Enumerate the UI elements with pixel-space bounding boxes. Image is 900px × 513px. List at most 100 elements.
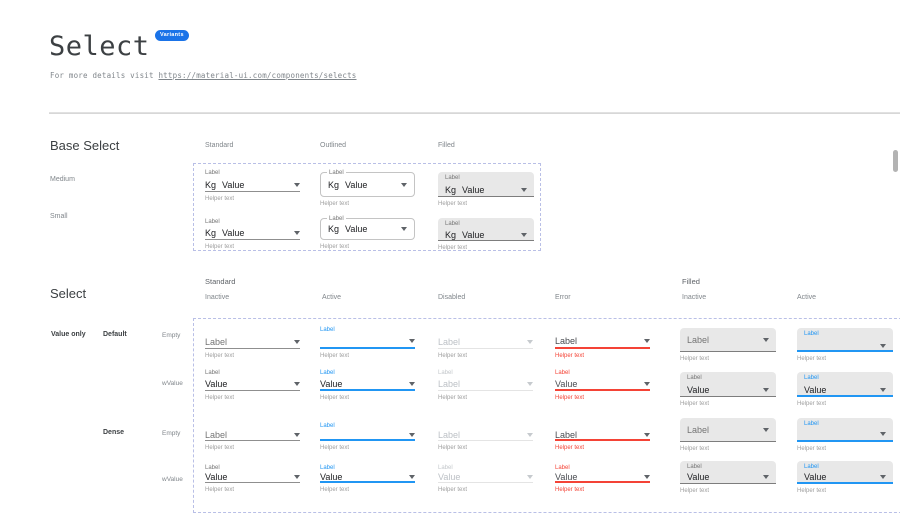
select-label: Label	[320, 370, 335, 376]
select-label: Label	[205, 465, 220, 471]
select-field[interactable]: Label Kg Value	[438, 172, 534, 197]
select-field[interactable]: Value	[205, 378, 300, 391]
select-field[interactable]: Value	[555, 378, 650, 391]
select-field[interactable]: Value	[438, 472, 533, 483]
select-field[interactable]: Label Value	[680, 372, 776, 397]
select-placeholder: Label	[687, 424, 710, 435]
select-default-empty-active: Label Helper text	[320, 326, 415, 359]
select-field[interactable]: Label Kg Value	[438, 218, 534, 241]
select-field[interactable]	[320, 430, 415, 441]
docs-link[interactable]: https://material-ui.com/components/selec…	[158, 71, 357, 80]
select-adornment: Kg	[205, 179, 217, 190]
helper-text: Helper text	[797, 356, 827, 362]
select-heading: Select	[50, 286, 87, 301]
select-value: Value	[222, 228, 245, 238]
select-field[interactable]: Label	[797, 328, 893, 352]
select-label: Label	[320, 327, 335, 333]
select-field[interactable]: Kg Value	[205, 227, 300, 240]
select-field[interactable]: Value	[320, 472, 415, 483]
select-field[interactable]: Value	[320, 378, 415, 391]
dropdown-arrow-icon	[763, 337, 769, 342]
select-field[interactable]: Label Kg Value	[320, 215, 415, 240]
variants-badge: Variants	[155, 30, 189, 41]
select-field[interactable]: Label	[555, 335, 650, 349]
dropdown-arrow-icon	[409, 474, 415, 479]
row-label-wvalue-default: wValue	[162, 380, 183, 387]
select-label: Label	[445, 221, 460, 227]
select-field[interactable]: Label Value	[797, 461, 893, 484]
select-field[interactable]: Value	[555, 472, 650, 483]
helper-text: Helper text	[555, 487, 585, 493]
row-label-default: Default	[103, 331, 127, 338]
select-label: Label	[555, 370, 570, 376]
select-placeholder: Label	[438, 430, 461, 440]
dropdown-arrow-icon	[763, 475, 769, 479]
select-filled-default-wvalue-inactive: Label Value Helper text	[680, 372, 776, 407]
select-field[interactable]: Value	[205, 472, 300, 483]
col-header-filled: Filled	[438, 142, 455, 149]
select-label: Label	[327, 215, 346, 223]
details-line: For more details visit https://material-…	[50, 71, 357, 80]
select-placeholder: Label	[555, 336, 578, 346]
select-field[interactable]: Label	[680, 418, 776, 442]
dropdown-arrow-icon	[401, 227, 407, 231]
select-field[interactable]	[320, 335, 415, 349]
select-field[interactable]: Label	[205, 335, 300, 349]
select-default-empty-inactive: Label Helper text	[205, 326, 300, 359]
select-filled-dense-wvalue-inactive: Label Value Helper text	[680, 461, 776, 494]
select-value: Value	[205, 472, 228, 482]
select-placeholder: Label	[205, 430, 228, 440]
state-header-filled-active: Active	[797, 294, 817, 301]
dropdown-arrow-icon	[763, 427, 769, 432]
helper-text: Helper text	[438, 201, 468, 207]
helper-text: Helper text	[320, 395, 350, 401]
select-dense-empty-disabled: Label Helper text	[438, 422, 533, 451]
select-placeholder: Label	[555, 429, 578, 440]
dropdown-arrow-icon	[880, 432, 886, 436]
select-field[interactable]: Label	[438, 335, 533, 349]
select-label: Label	[320, 465, 335, 471]
dropdown-arrow-icon	[294, 475, 300, 479]
helper-text: Helper text	[320, 353, 350, 359]
state-header-error: Error	[555, 294, 571, 301]
select-value: Value	[555, 378, 578, 389]
select-filled-dense-empty-active: Label Helper text	[797, 418, 893, 452]
select-field[interactable]: Label	[555, 430, 650, 441]
select-label: Label	[320, 423, 335, 429]
select-value: Value	[222, 179, 245, 190]
row-label-empty-default: Empty	[162, 332, 181, 339]
select-label: Label	[804, 375, 819, 381]
base-filled-medium-select: Label Kg Value Helper text	[438, 172, 534, 207]
select-value: Value	[804, 384, 827, 395]
dropdown-arrow-icon	[527, 382, 533, 386]
helper-text: Helper text	[438, 395, 468, 401]
select-field[interactable]: Kg Value	[205, 178, 300, 192]
dropdown-arrow-icon	[644, 381, 650, 386]
helper-text: Helper text	[797, 401, 827, 407]
base-select-heading: Base Select	[50, 138, 120, 153]
select-field[interactable]: Label	[438, 378, 533, 391]
group-header-standard: Standard	[205, 277, 236, 286]
dropdown-arrow-icon	[409, 381, 415, 386]
select-field[interactable]: Label Value	[680, 461, 776, 484]
select-field[interactable]: Label Kg Value	[320, 169, 415, 197]
select-field[interactable]: Label	[680, 328, 776, 352]
row-label-wvalue-dense: wValue	[162, 476, 183, 483]
dropdown-arrow-icon	[763, 387, 769, 392]
select-label: Label	[438, 465, 453, 471]
row-label-value-only: Value only	[51, 331, 86, 338]
base-select-dashed-container	[193, 163, 541, 251]
select-field[interactable]: Label	[438, 430, 533, 441]
vertical-scrollbar-thumb[interactable]	[893, 150, 898, 172]
select-value: Value	[555, 471, 578, 482]
select-field[interactable]: Label Value	[797, 372, 893, 397]
dropdown-arrow-icon	[527, 339, 533, 344]
select-filled-default-empty-active: Label Helper text	[797, 328, 893, 362]
select-dense-wvalue-error: Label Value Helper text	[555, 464, 650, 493]
select-field[interactable]: Label	[797, 418, 893, 442]
select-dense-empty-active: Label Helper text	[320, 422, 415, 451]
select-field[interactable]: Label	[205, 430, 300, 441]
header-divider	[49, 112, 900, 114]
select-dense-wvalue-active: Label Value Helper text	[320, 464, 415, 493]
dropdown-arrow-icon	[521, 232, 527, 237]
